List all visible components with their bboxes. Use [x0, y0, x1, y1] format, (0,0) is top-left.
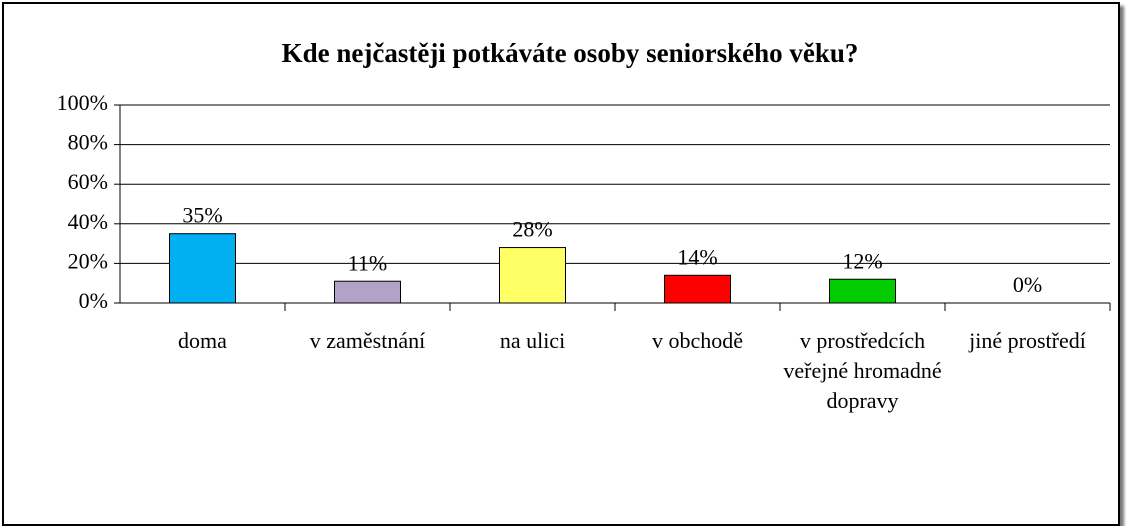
- bar: [499, 247, 566, 304]
- bar: [829, 278, 896, 304]
- y-tick-label: 80%: [68, 130, 108, 155]
- x-tick-label: doma: [178, 328, 227, 353]
- y-tick-label: 0%: [79, 288, 108, 313]
- y-tick-label: 20%: [68, 248, 108, 273]
- value-label: 12%: [842, 248, 882, 273]
- y-tick-label: 100%: [57, 90, 108, 115]
- x-tick-label: v zaměstnání: [309, 328, 426, 353]
- bar: [169, 233, 236, 304]
- chart-title: Kde nejčastěji potkáváte osoby seniorské…: [282, 38, 859, 68]
- value-label: 28%: [512, 217, 552, 242]
- x-tick-label: v prostředcích veřejné hromadné dopravy: [783, 328, 942, 413]
- bar: [664, 274, 731, 304]
- y-tick-label: 60%: [68, 169, 108, 194]
- chart: Kde nejčastěji potkáváte osoby seniorské…: [57, 38, 1111, 313]
- y-tick-label: 40%: [68, 209, 108, 234]
- bar: [334, 280, 401, 304]
- x-tick-label: v obchodě: [651, 328, 744, 353]
- value-label: 14%: [677, 244, 717, 269]
- value-label: 11%: [348, 250, 388, 275]
- value-label: 0%: [1013, 272, 1042, 297]
- value-label: 35%: [182, 203, 222, 228]
- x-tick-label: jiné prostředí: [969, 328, 1086, 353]
- x-tick-label: na ulici: [499, 328, 566, 353]
